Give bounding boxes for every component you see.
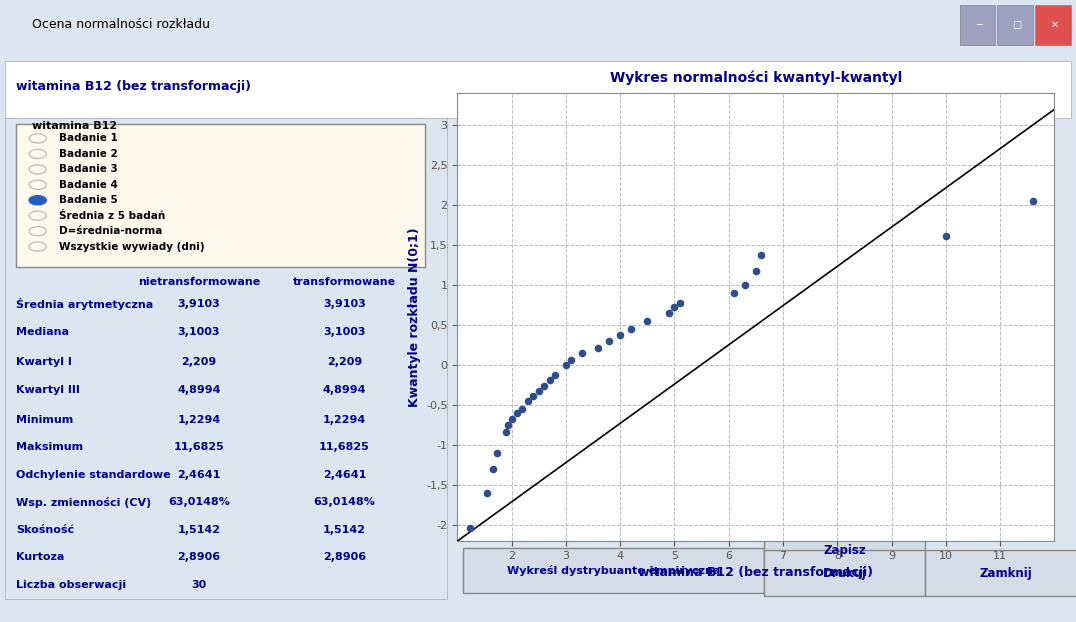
Text: 30: 30 [192, 580, 207, 590]
Point [753, 250, 770, 260]
Text: 1,5142: 1,5142 [178, 525, 221, 535]
Text: 3,9103: 3,9103 [323, 299, 366, 309]
Point [514, 404, 532, 414]
Point [622, 324, 639, 334]
Point [574, 348, 591, 358]
Text: 63,0148%: 63,0148% [313, 498, 376, 508]
Text: 2,8906: 2,8906 [178, 552, 221, 562]
Point [536, 381, 553, 391]
FancyBboxPatch shape [764, 527, 925, 573]
Text: nietransformowane: nietransformowane [138, 277, 260, 287]
Text: Zamknij: Zamknij [979, 567, 1033, 580]
Point [666, 302, 683, 312]
Text: 1,5142: 1,5142 [323, 525, 366, 535]
Point [590, 343, 607, 353]
Text: 11,6825: 11,6825 [173, 442, 225, 452]
Circle shape [29, 196, 46, 205]
Text: Kwartyl III: Kwartyl III [16, 384, 80, 395]
FancyBboxPatch shape [16, 124, 425, 267]
FancyBboxPatch shape [5, 118, 447, 599]
Title: Wykres normalności kwantyl-kwantyl: Wykres normalności kwantyl-kwantyl [610, 71, 902, 85]
Point [736, 281, 753, 290]
Text: Drukuj: Drukuj [823, 567, 866, 580]
FancyBboxPatch shape [925, 550, 1076, 596]
Text: Badanie 3: Badanie 3 [59, 164, 118, 174]
Point [499, 420, 516, 430]
FancyBboxPatch shape [463, 547, 764, 593]
Point [497, 427, 514, 437]
Text: Kurtoza: Kurtoza [16, 552, 65, 562]
Text: witamina B12 (bez transformacji): witamina B12 (bez transformacji) [16, 80, 251, 93]
Point [489, 448, 506, 458]
Point [525, 391, 542, 401]
Text: Minimum: Minimum [16, 415, 73, 425]
Point [508, 408, 525, 418]
Point [725, 288, 742, 298]
Point [547, 370, 564, 380]
FancyBboxPatch shape [764, 550, 925, 596]
Text: 2,209: 2,209 [327, 357, 362, 367]
Text: 2,8906: 2,8906 [323, 552, 366, 562]
Text: Mediana: Mediana [16, 327, 69, 337]
Text: ✕: ✕ [1050, 20, 1059, 30]
Point [747, 266, 764, 276]
Text: Badanie 5: Badanie 5 [59, 195, 118, 205]
Point [541, 374, 558, 384]
Point [530, 386, 548, 396]
Text: 2,4641: 2,4641 [178, 470, 221, 480]
Text: Badanie 4: Badanie 4 [59, 180, 118, 190]
Point [484, 464, 501, 474]
Point [937, 231, 954, 241]
FancyBboxPatch shape [997, 5, 1033, 45]
Point [639, 316, 656, 326]
Point [671, 298, 689, 308]
Text: 3,1003: 3,1003 [178, 327, 221, 337]
Text: Maksimum: Maksimum [16, 442, 83, 452]
Point [563, 355, 580, 365]
Point [600, 337, 618, 346]
Text: 1,2294: 1,2294 [323, 415, 366, 425]
Text: Odchylenie standardowe: Odchylenie standardowe [16, 470, 171, 480]
Text: 4,8994: 4,8994 [323, 384, 366, 395]
Text: ─: ─ [976, 20, 982, 30]
Point [557, 360, 575, 370]
FancyBboxPatch shape [5, 61, 1071, 118]
Point [479, 488, 496, 498]
Text: 1,2294: 1,2294 [178, 415, 221, 425]
Text: 11,6825: 11,6825 [318, 442, 370, 452]
Text: D=średnia-norma: D=średnia-norma [59, 226, 162, 236]
X-axis label: witamina B12 (bez transformacji): witamina B12 (bez transformacji) [638, 567, 874, 580]
Point [462, 523, 479, 533]
Text: Kwartyl I: Kwartyl I [16, 357, 72, 367]
Point [661, 309, 678, 318]
Point [502, 414, 520, 424]
Text: Skośność: Skośność [16, 525, 74, 535]
Text: Wszystkie wywiady (dni): Wszystkie wywiady (dni) [59, 241, 204, 252]
Text: Badanie 1: Badanie 1 [59, 134, 118, 144]
Text: 4,8994: 4,8994 [178, 384, 221, 395]
Text: witamina B12: witamina B12 [32, 121, 117, 131]
FancyBboxPatch shape [960, 5, 995, 45]
Text: Zapisz: Zapisz [823, 544, 866, 557]
Text: 2,209: 2,209 [182, 357, 216, 367]
Text: Wykreśl dystrybuantę empiryczną: Wykreśl dystrybuantę empiryczną [507, 565, 720, 576]
Y-axis label: Kwantyle rozkładu N(0;1): Kwantyle rozkładu N(0;1) [408, 228, 421, 407]
Text: 2,4641: 2,4641 [323, 470, 366, 480]
FancyBboxPatch shape [1035, 5, 1071, 45]
Text: transformowane: transformowane [293, 277, 396, 287]
Text: Średnia arytmetyczna: Średnia arytmetyczna [16, 299, 154, 310]
Text: Wsp. zmienności (CV): Wsp. zmienności (CV) [16, 497, 152, 508]
Point [611, 330, 628, 340]
Point [1024, 197, 1042, 207]
Text: Liczba obserwacji: Liczba obserwacji [16, 580, 126, 590]
Text: 3,9103: 3,9103 [178, 299, 221, 309]
Text: □: □ [1013, 20, 1021, 30]
Text: Badanie 2: Badanie 2 [59, 149, 118, 159]
Text: 3,1003: 3,1003 [323, 327, 366, 337]
Text: 63,0148%: 63,0148% [168, 498, 230, 508]
Text: Ocena normalności rozkładu: Ocena normalności rozkładu [32, 19, 210, 31]
Point [520, 396, 537, 406]
Text: Średnia z 5 badań: Średnia z 5 badań [59, 211, 166, 221]
